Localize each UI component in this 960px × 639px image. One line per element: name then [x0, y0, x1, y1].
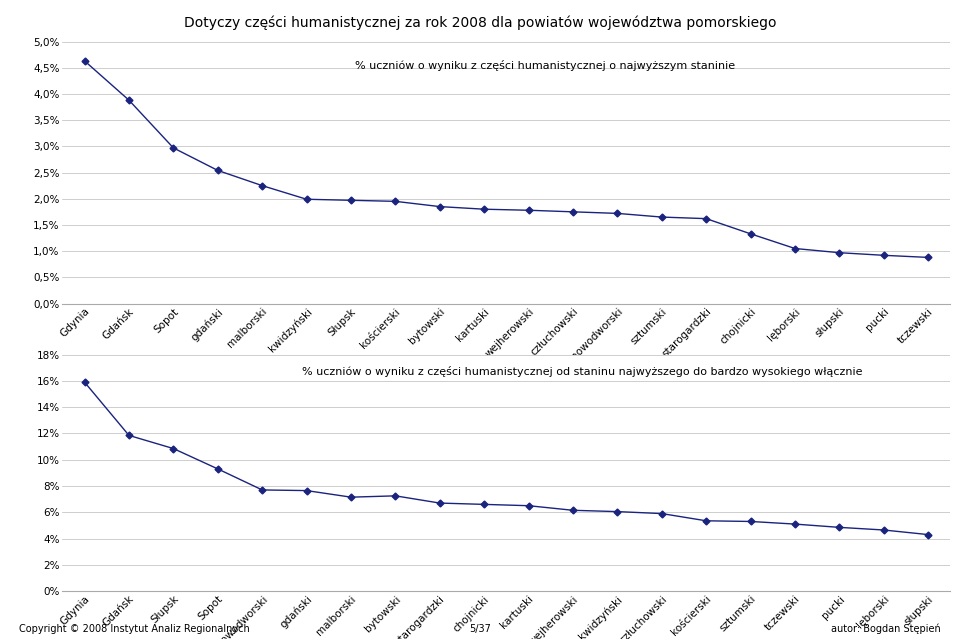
Text: autor: Bogdan Stępień: autor: Bogdan Stępień — [831, 624, 941, 634]
Text: % uczniów o wyniku z części humanistycznej od staninu najwyższego do bardzo wyso: % uczniów o wyniku z części humanistyczn… — [302, 367, 863, 378]
Text: 5/37: 5/37 — [469, 624, 491, 634]
Text: % uczniów o wyniku z części humanistycznej o najwyższym staninie: % uczniów o wyniku z części humanistyczn… — [355, 60, 735, 71]
Text: Dotyczy części humanistycznej za rok 2008 dla powiatów województwa pomorskiego: Dotyczy części humanistycznej za rok 200… — [183, 16, 777, 31]
Text: Copyright © 2008 Instytut Analiz Regionalnych: Copyright © 2008 Instytut Analiz Regiona… — [19, 624, 250, 634]
